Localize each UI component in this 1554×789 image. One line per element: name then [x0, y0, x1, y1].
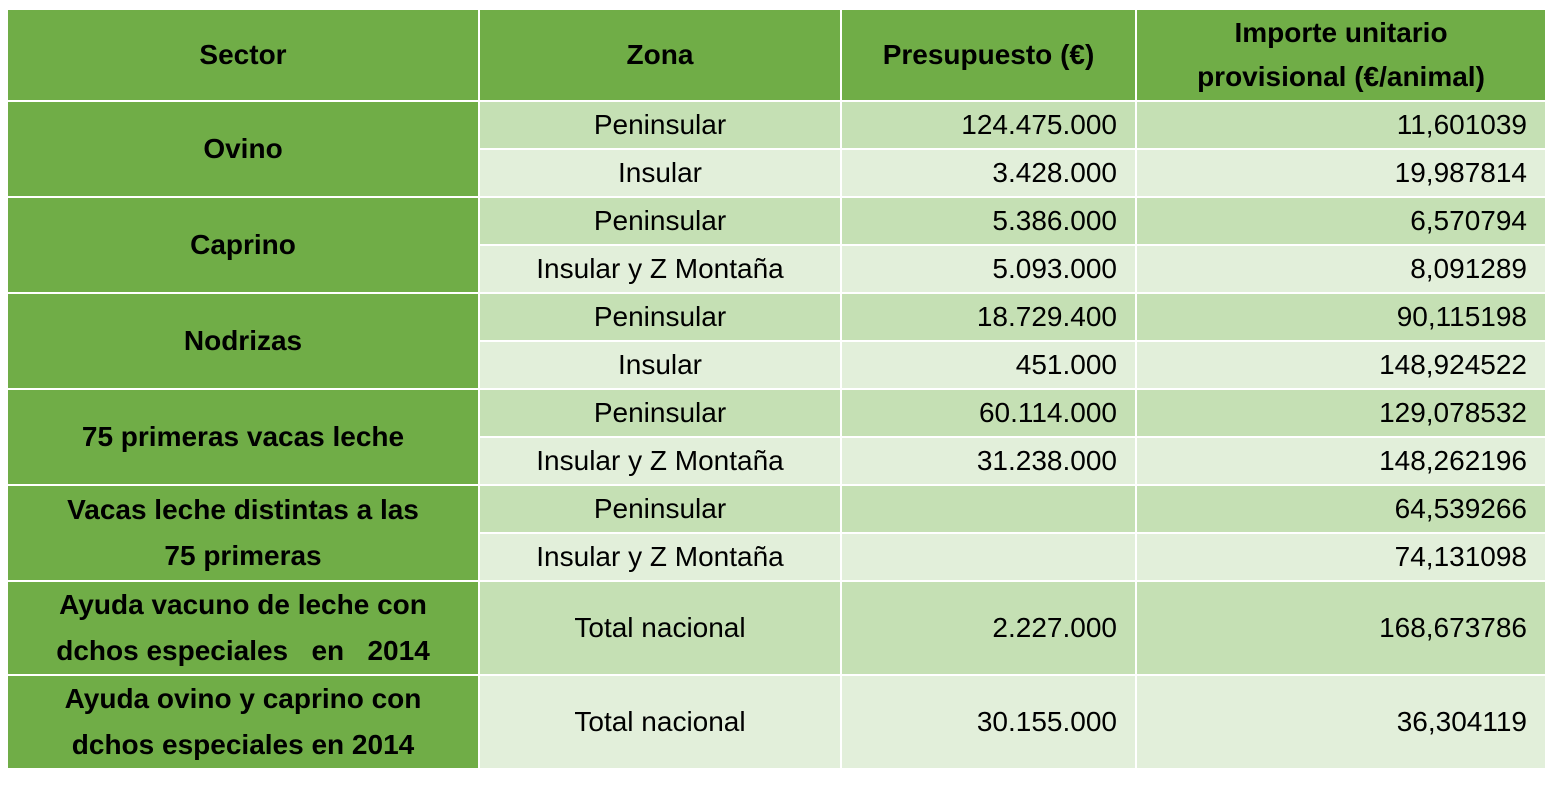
zone-cell: Peninsular	[478, 292, 842, 342]
header-cell: Sector	[6, 8, 480, 102]
sector-cell: 75 primeras vacas leche	[6, 388, 480, 486]
zone-cell: Insular y Z Montaña	[478, 532, 842, 582]
amount-cell: 168,673786	[1135, 580, 1547, 676]
text-line: dchos especiales en 2014	[56, 635, 430, 666]
zone-cell: Peninsular	[478, 100, 842, 150]
sector-cell: Ovino	[6, 100, 480, 198]
text-line: provisional (€/animal)	[1197, 61, 1485, 92]
data-row: Insular y Z Montaña 31.238.000 148,262196	[7, 436, 1547, 486]
data-row: Ayuda vacuno de leche con dchos especiale…	[6, 580, 1547, 676]
amount-cell: 19,987814	[1135, 148, 1547, 198]
data-row: Insular 3.428.000 19,987814	[7, 148, 1547, 198]
amount-cell: 36,304119	[1135, 674, 1547, 770]
budget-cell: 60.114.000	[840, 388, 1137, 438]
data-row: 75 primeras vacas leche Peninsular 60.114.…	[6, 388, 1547, 486]
budget-cell: 5.386.000	[840, 196, 1137, 246]
budget-cell	[840, 532, 1137, 582]
header-cell: Presupuesto (€)	[840, 8, 1137, 102]
sector-cell: Vacas leche distintas a las 75 primeras	[6, 484, 480, 582]
text-line: dchos especiales en 2014	[71, 729, 415, 760]
data-row: Ayuda ovino y caprino con dchos especiale…	[6, 674, 1547, 770]
data-row: Insular 451.000 148,924522	[7, 340, 1547, 390]
text-line: Nodrizas	[183, 325, 303, 356]
data-row: Vacas leche distintas a las 75 primeras Pe…	[6, 484, 1547, 582]
amount-cell: 74,131098	[1135, 532, 1547, 582]
text-line: Ayuda ovino y caprino con	[64, 683, 422, 714]
amount-cell: 64,539266	[1135, 484, 1547, 534]
amount-cell: 6,570794	[1135, 196, 1547, 246]
table-body: Sector Zona Presupuesto (€) Importe unitari…	[6, 8, 1547, 770]
data-row: Nodrizas Peninsular 18.729.400 90,115198	[6, 292, 1547, 390]
budget-table: Sector Zona Presupuesto (€) Importe unitari…	[6, 8, 1547, 770]
zone-cell: Insular	[478, 340, 842, 390]
zone-cell: Peninsular	[478, 196, 842, 246]
data-row: Ovino Peninsular 124.475.000 11,601039	[6, 100, 1547, 198]
budget-cell: 30.155.000	[840, 674, 1137, 770]
amount-cell: 148,924522	[1135, 340, 1547, 390]
zone-cell: Total nacional	[478, 674, 842, 770]
amount-cell: 11,601039	[1135, 100, 1547, 150]
header-row: Sector Zona Presupuesto (€) Importe unitari…	[6, 8, 1547, 102]
budget-cell: 451.000	[840, 340, 1137, 390]
budget-cell: 2.227.000	[840, 580, 1137, 676]
budget-cell: 18.729.400	[840, 292, 1137, 342]
amount-cell: 90,115198	[1135, 292, 1547, 342]
header-cell: Zona	[478, 8, 842, 102]
zone-cell: Peninsular	[478, 484, 842, 534]
text-line: Caprino	[190, 229, 296, 260]
sector-cell: Caprino	[6, 196, 480, 294]
text-line: 75 primeras	[164, 540, 322, 571]
zone-cell: Peninsular	[478, 388, 842, 438]
amount-cell: 148,262196	[1135, 436, 1547, 486]
data-row: Caprino Peninsular 5.386.000 6,570794	[6, 196, 1547, 294]
budget-cell: 3.428.000	[840, 148, 1137, 198]
amount-cell: 129,078532	[1135, 388, 1547, 438]
data-row: Insular y Z Montaña 74,131098	[7, 532, 1547, 582]
sector-cell: Ayuda ovino y caprino con dchos especiale…	[6, 674, 480, 770]
budget-cell: 31.238.000	[840, 436, 1137, 486]
text-line: Importe unitario	[1234, 17, 1448, 48]
text-line: 75 primeras vacas leche	[81, 421, 405, 452]
sector-cell: Nodrizas	[6, 292, 480, 390]
zone-cell: Total nacional	[478, 580, 842, 676]
zone-cell: Insular y Z Montaña	[478, 436, 842, 486]
header-cell: Importe unitario provisional (€/animal)	[1135, 8, 1547, 102]
sector-cell: Ayuda vacuno de leche con dchos especiale…	[6, 580, 480, 676]
text-line: Ovino	[203, 133, 283, 164]
zone-cell: Insular	[478, 148, 842, 198]
text-line: Vacas leche distintas a las	[67, 494, 419, 525]
budget-cell: 124.475.000	[840, 100, 1137, 150]
data-row: Insular y Z Montaña 5.093.000 8,091289	[7, 244, 1547, 294]
text-line: Ayuda vacuno de leche con	[59, 589, 427, 620]
zone-cell: Insular y Z Montaña	[478, 244, 842, 294]
amount-cell: 8,091289	[1135, 244, 1547, 294]
budget-cell: 5.093.000	[840, 244, 1137, 294]
budget-cell	[840, 484, 1137, 534]
